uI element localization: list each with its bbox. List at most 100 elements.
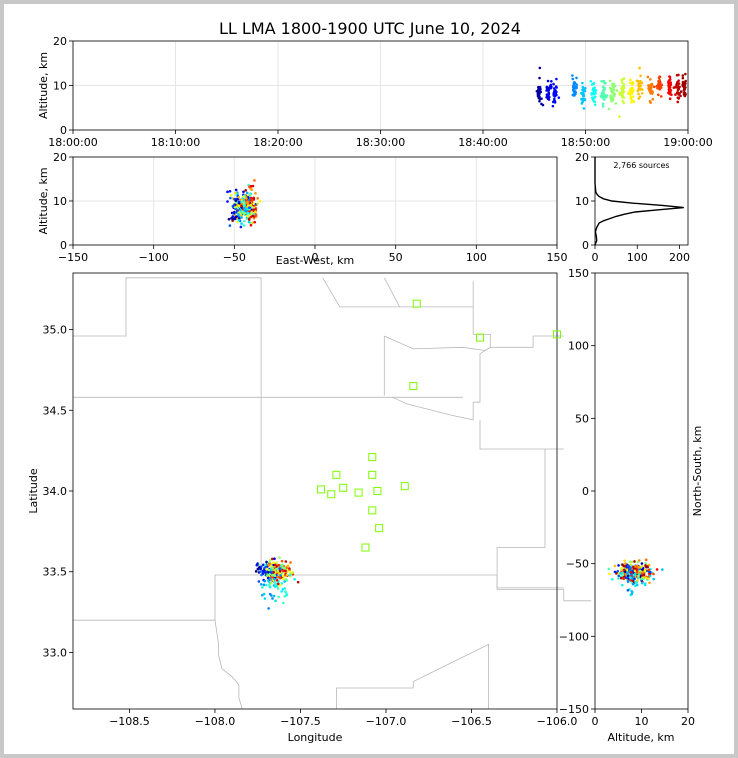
source-point xyxy=(667,91,670,95)
source-point xyxy=(539,90,543,94)
source-point xyxy=(538,66,542,70)
source-point xyxy=(237,200,241,204)
y-tick-label: −150 xyxy=(559,703,589,716)
source-point xyxy=(681,76,685,80)
source-point xyxy=(629,578,632,582)
source-point xyxy=(590,83,594,86)
source-point xyxy=(682,89,686,92)
source-count-annotation: 2,766 sources xyxy=(613,161,669,170)
y-axis-label: Altitude, km xyxy=(37,52,50,119)
source-point xyxy=(247,220,251,224)
source-point xyxy=(259,583,263,586)
x-tick-label: 18:40:00 xyxy=(458,136,507,149)
altitude-profile-line xyxy=(594,157,684,246)
source-point xyxy=(601,105,605,108)
source-point xyxy=(583,87,586,91)
source-point xyxy=(280,582,284,585)
source-point xyxy=(541,103,545,107)
source-point xyxy=(681,74,685,77)
altitude-ns-panel: 0 10 20 −150 −100 −50 0 50 100 150 North-South, km xyxy=(559,267,704,728)
source-point xyxy=(254,570,258,573)
source-point xyxy=(231,215,235,218)
source-point xyxy=(229,196,232,200)
source-point xyxy=(258,199,262,203)
source-point xyxy=(278,567,281,570)
source-point xyxy=(678,92,681,95)
source-point xyxy=(256,567,260,571)
source-point xyxy=(676,81,679,84)
source-point xyxy=(583,98,587,102)
x-tick-label: 50 xyxy=(389,251,403,264)
source-point xyxy=(647,577,650,581)
source-point xyxy=(240,210,244,214)
source-point xyxy=(538,95,541,99)
source-point xyxy=(261,586,264,589)
source-point xyxy=(279,574,282,577)
source-point xyxy=(640,81,644,85)
source-point xyxy=(234,191,237,195)
source-point xyxy=(256,197,259,200)
source-point xyxy=(252,197,256,200)
source-point xyxy=(271,557,274,561)
border-line xyxy=(479,419,564,450)
source-point xyxy=(644,576,648,580)
source-point xyxy=(591,97,595,101)
source-point xyxy=(546,89,550,92)
source-point xyxy=(227,217,231,221)
plot-frame xyxy=(72,40,689,131)
source-point xyxy=(552,82,555,86)
lma-station-marker xyxy=(553,330,561,339)
source-point xyxy=(630,592,634,596)
source-point xyxy=(275,584,278,588)
source-point xyxy=(621,94,625,98)
source-point xyxy=(274,563,277,567)
source-point xyxy=(593,103,597,106)
border-line xyxy=(472,306,564,348)
source-point xyxy=(646,75,650,79)
source-point xyxy=(249,184,253,188)
source-point xyxy=(281,574,285,578)
source-point xyxy=(267,607,270,610)
source-point xyxy=(675,73,679,77)
source-point xyxy=(649,83,653,86)
source-point xyxy=(259,570,262,573)
source-point xyxy=(631,582,635,586)
source-point xyxy=(639,74,642,78)
x-tick-label: 18:30:00 xyxy=(356,136,405,149)
source-point xyxy=(629,97,633,101)
lma-station-marker xyxy=(368,506,377,515)
source-point xyxy=(633,567,637,571)
border-line xyxy=(73,277,262,337)
source-point xyxy=(265,574,269,577)
source-point xyxy=(235,201,238,205)
source-point xyxy=(247,218,251,221)
ew-axis-label: East-West, km xyxy=(276,254,354,267)
source-point xyxy=(277,582,280,586)
source-point xyxy=(638,566,641,569)
source-point xyxy=(269,568,273,572)
source-point xyxy=(546,79,550,83)
source-point xyxy=(653,85,656,89)
source-point xyxy=(628,560,632,564)
lma-station-marker xyxy=(368,453,377,462)
y-tick-label: 20 xyxy=(575,151,589,164)
source-point xyxy=(553,92,557,96)
y-tick-label: 34.5 xyxy=(43,404,68,417)
source-point xyxy=(667,88,671,91)
source-point xyxy=(262,563,265,567)
source-point xyxy=(620,78,624,82)
source-point xyxy=(240,222,243,225)
y-tick-label: 50 xyxy=(575,412,589,425)
source-point xyxy=(634,580,637,584)
source-point xyxy=(657,93,660,97)
y-tick-label: 0 xyxy=(582,485,589,498)
source-point xyxy=(622,90,626,93)
source-point xyxy=(284,560,288,563)
source-point xyxy=(262,583,266,587)
source-point xyxy=(272,594,276,598)
source-point xyxy=(253,179,256,182)
source-point xyxy=(623,564,627,568)
x-tick-label: −150 xyxy=(58,251,88,264)
source-point xyxy=(249,223,253,227)
source-point xyxy=(267,564,270,567)
